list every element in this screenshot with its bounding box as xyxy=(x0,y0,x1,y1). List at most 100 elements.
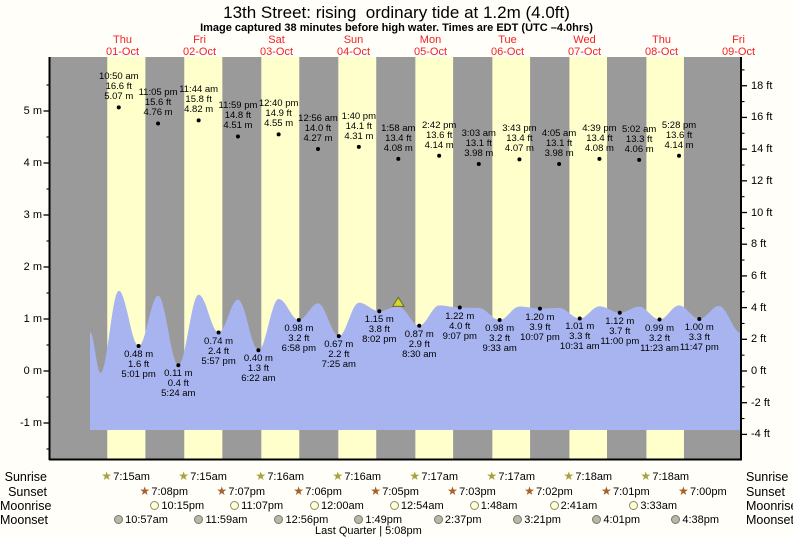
tide-label-line: 6:58 pm xyxy=(281,343,316,355)
day-header: Wed 07-Oct xyxy=(553,34,617,58)
high-tide-label: 12:40 pm 14.9 ft 4.55 m xyxy=(244,99,314,129)
tide-label-line: 3.7 ft xyxy=(609,325,631,337)
tide-extreme-dot xyxy=(256,348,261,353)
low-tide-label: 0.98 m 3.2 ft 9:33 am xyxy=(465,324,535,354)
astro-row-label-left-sunrise: Sunrise xyxy=(4,470,47,484)
tide-extreme-dot xyxy=(677,153,682,158)
sunrise-time: 7:17am xyxy=(498,471,536,483)
tide-label-line: 11:23 am xyxy=(640,342,679,354)
day-of-week: Mon xyxy=(419,34,442,46)
moonrise-time: 1:48am xyxy=(480,499,518,512)
low-tide-label: 0.74 m 2.4 ft 5:57 pm xyxy=(184,335,254,367)
moonrise-circle-icon xyxy=(310,500,319,510)
tide-label-line: 13.6 ft xyxy=(425,129,453,141)
tide-label-line: 5:02 am xyxy=(621,123,657,135)
current-position-marker xyxy=(391,296,405,307)
day-of-week: Thu xyxy=(652,34,671,46)
high-tide-label: 11:44 am 15.8 ft 4.82 m xyxy=(164,85,234,115)
tide-extreme-dot xyxy=(216,330,221,335)
tide-label-line: 4:05 am xyxy=(541,128,577,140)
tide-label-line: 5.07 m xyxy=(104,91,134,103)
astro-row-label-right-sunset: Sunset xyxy=(746,484,785,499)
sunrise-star-icon: ★ xyxy=(332,469,344,483)
tide-label-line: 1:40 pm xyxy=(341,110,376,122)
tide-label-line: 3.98 m xyxy=(464,148,494,160)
moonrise-time: 3:33am xyxy=(640,499,678,512)
tide-label-line: 13.6 ft xyxy=(665,129,693,141)
tide-label-line: 1.6 ft xyxy=(128,359,150,371)
tide-extreme-dot xyxy=(276,132,281,137)
moonset-time: 12:56pm xyxy=(285,513,329,526)
tide-label-line: 3.98 m xyxy=(544,148,574,160)
day-of-week: Fri xyxy=(193,34,206,46)
sunrise-star-icon: ★ xyxy=(640,469,652,483)
tide-label-line: 9:07 pm xyxy=(442,330,477,342)
sunset-time: 7:01pm xyxy=(613,485,650,498)
tide-label-line: 2.9 ft xyxy=(408,338,430,350)
sunset-star-icon: ★ xyxy=(139,483,151,498)
tide-label-line: 13.4 ft xyxy=(385,132,412,144)
tide-label-line: 1.15 m xyxy=(364,314,394,326)
y-axis-right-label: 16 ft xyxy=(751,111,773,124)
day-date: 07-Oct xyxy=(567,46,601,58)
moonset-circle-icon xyxy=(114,514,124,524)
tide-label-line: 0.40 m xyxy=(243,353,273,365)
tide-label-line: 1.20 m xyxy=(525,311,555,323)
high-tide-label: 1:58 am 13.4 ft 4.08 m xyxy=(363,123,433,154)
tide-label-line: 13.1 ft xyxy=(545,138,573,150)
low-tide-label: 0.99 m 3.2 ft 11:23 am xyxy=(625,323,695,354)
sunrise-time: 7:15am xyxy=(113,471,150,483)
day-date: 08-Oct xyxy=(644,46,678,58)
tide-label-line: 11:00 pm xyxy=(600,335,640,347)
sunset-star-icon: ★ xyxy=(293,483,305,498)
tide-label-line: 3:43 pm xyxy=(502,123,537,135)
day-of-week: Sat xyxy=(268,34,285,46)
y-axis-left-label: 4 m xyxy=(23,157,42,169)
sunrise-time: 7:16am xyxy=(267,471,305,483)
sunset-time: 7:05pm xyxy=(382,485,419,498)
tide-extreme-dot xyxy=(557,162,562,167)
day-of-week: Sun xyxy=(343,34,364,46)
moonrise-time: 11:07pm xyxy=(241,499,284,512)
tide-label-line: 0.67 m xyxy=(324,339,354,351)
y-axis-left-label: 0 m xyxy=(23,365,42,377)
tide-label-line: 3.3 ft xyxy=(569,331,591,343)
high-tide-label: 3:03 am 13.1 ft 3.98 m xyxy=(444,129,514,159)
high-tide-label: 11:59 pm 14.8 ft 4.51 m xyxy=(203,101,273,131)
tide-curve xyxy=(90,290,741,430)
moonrise-time: 10:15pm xyxy=(161,499,205,512)
tide-label-line: 4.14 m xyxy=(664,139,694,151)
y-axis-right-label: -4 ft xyxy=(751,428,770,441)
moonset-time: 10:57am xyxy=(125,513,168,526)
tide-extreme-dot xyxy=(597,156,602,161)
tide-label-line: 12:56 am xyxy=(298,112,338,124)
day-date: 06-Oct xyxy=(490,46,524,58)
moonset-circle-icon xyxy=(592,514,602,524)
moonset-circle-icon xyxy=(433,514,443,524)
tide-label-line: 3.8 ft xyxy=(368,324,390,336)
tide-label-line: 0.74 m xyxy=(204,335,234,347)
low-tide-label: 0.67 m 2.2 ft 7:25 am xyxy=(304,340,374,370)
day-header: Thu 01-Oct xyxy=(91,34,155,58)
tide-label-line: 4.08 m xyxy=(584,142,614,154)
sunset-star-icon: ★ xyxy=(524,483,535,498)
moonset-time: 3:21pm xyxy=(524,513,561,526)
tide-extreme-dot xyxy=(577,316,582,321)
tide-label-line: 0.98 m xyxy=(284,323,314,335)
tide-label-line: 3.2 ft xyxy=(648,332,671,344)
tide-label-line: 11:44 am xyxy=(179,84,219,96)
day-header: Thu 08-Oct xyxy=(630,34,694,58)
tide-label-line: 11:59 pm xyxy=(218,100,258,112)
tide-label-line: 4.27 m xyxy=(303,132,333,144)
sunset-star-icon: ★ xyxy=(216,483,228,498)
astro-row-label-right-moonrise: Moonrise xyxy=(746,498,793,513)
day-of-week: Wed xyxy=(573,34,596,46)
sunset-time: 7:08pm xyxy=(151,485,189,498)
tide-label-line: 4.82 m xyxy=(184,104,214,116)
sunset-star-icon: ★ xyxy=(447,483,458,498)
moonrise-circle-icon xyxy=(549,500,559,510)
tide-extreme-dot xyxy=(176,363,181,368)
moonrise-circle-icon xyxy=(150,500,160,510)
